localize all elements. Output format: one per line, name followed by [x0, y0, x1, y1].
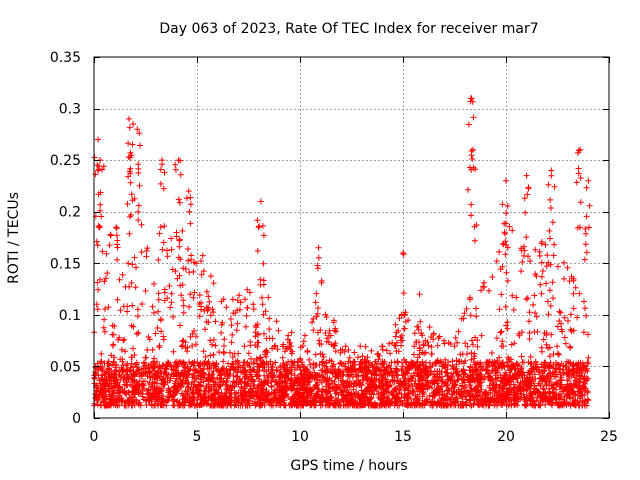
y-tick-label: 0 — [72, 411, 81, 427]
x-tick-label: 15 — [394, 429, 412, 445]
x-tick-label: 25 — [600, 429, 618, 445]
y-axis-title: ROTI / TECUs — [6, 192, 22, 284]
y-tick-label: 0.05 — [50, 359, 81, 375]
x-tick-label: 20 — [497, 429, 515, 445]
axis-ticks — [94, 57, 610, 419]
plot-frame — [93, 56, 610, 419]
x-tick-label: 5 — [193, 429, 202, 445]
x-tick-label: 0 — [90, 429, 99, 445]
x-tick-label: 10 — [291, 429, 309, 445]
y-tick-label: 0.3 — [59, 102, 81, 118]
y-tick-label: 0.35 — [50, 50, 81, 66]
x-axis-tick-labels: 0 5 10 15 20 25 — [90, 429, 618, 445]
chart-title: Day 063 of 2023, Rate Of TEC Index for r… — [159, 21, 538, 37]
data-points — [91, 95, 593, 409]
y-tick-label: 0.1 — [59, 308, 81, 324]
y-tick-label: 0.25 — [50, 153, 81, 169]
roti-series-markers — [91, 95, 593, 409]
y-tick-label: 0.2 — [59, 205, 81, 221]
y-tick-label: 0.15 — [50, 256, 81, 272]
y-axis-tick-labels: 0 0.05 0.1 0.15 0.2 0.25 0.3 0.35 — [50, 50, 81, 427]
x-axis-title: GPS time / hours — [290, 458, 407, 474]
